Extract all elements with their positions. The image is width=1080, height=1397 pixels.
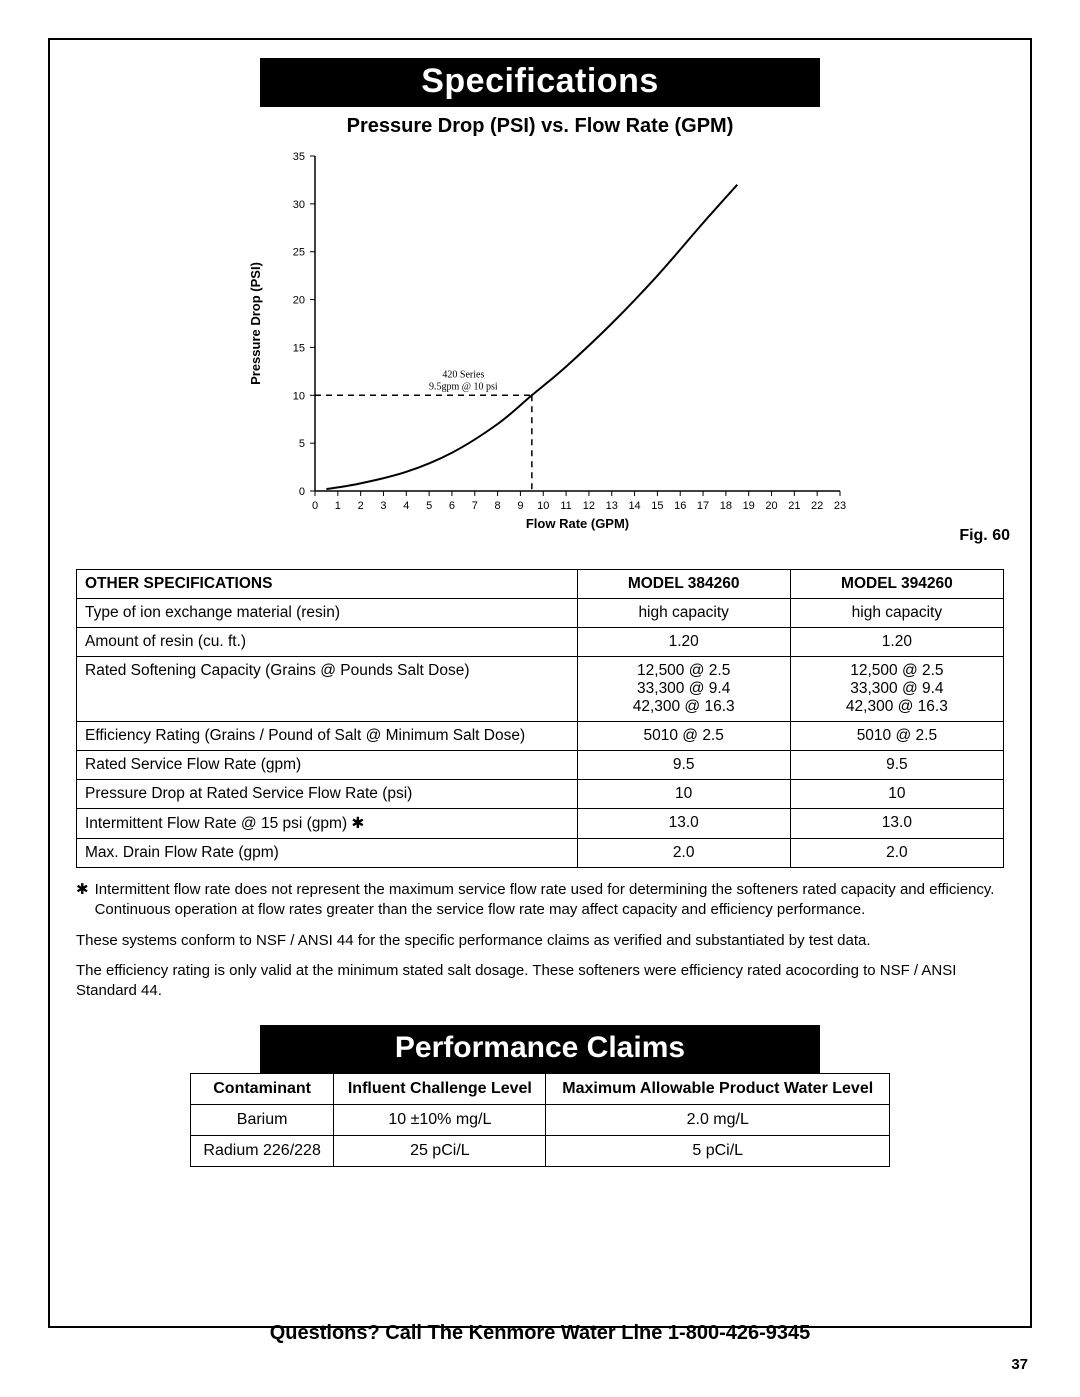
svg-text:15: 15	[651, 500, 663, 512]
spec-row-label: Efficiency Rating (Grains / Pound of Sal…	[77, 722, 578, 751]
footnote-star: ✱ Intermittent flow rate does not repres…	[76, 880, 1004, 921]
svg-text:11: 11	[560, 500, 571, 512]
svg-text:22: 22	[811, 500, 823, 512]
table-row: Efficiency Rating (Grains / Pound of Sal…	[77, 722, 1004, 751]
figure-label: Fig. 60	[959, 527, 1010, 545]
perf-cell: 2.0 mg/L	[546, 1105, 890, 1136]
spec-row-label: Rated Softening Capacity (Grains @ Pound…	[77, 657, 578, 722]
table-row: Rated Softening Capacity (Grains @ Pound…	[77, 657, 1004, 722]
table-row: Intermittent Flow Rate @ 15 psi (gpm) ✱1…	[77, 809, 1004, 839]
svg-text:6: 6	[449, 500, 455, 512]
chart-title: Pressure Drop (PSI) vs. Flow Rate (GPM)	[76, 115, 1004, 138]
table-row: Type of ion exchange material (resin)hig…	[77, 599, 1004, 628]
svg-text:8: 8	[495, 500, 501, 512]
svg-text:12: 12	[583, 500, 595, 512]
table-row: Max. Drain Flow Rate (gpm)2.02.0	[77, 839, 1004, 868]
performance-table: Contaminant Influent Challenge Level Max…	[190, 1073, 890, 1167]
svg-text:18: 18	[720, 500, 732, 512]
spec-row-label: Type of ion exchange material (resin)	[77, 599, 578, 628]
svg-text:5: 5	[426, 500, 432, 512]
svg-text:13: 13	[606, 500, 618, 512]
spec-row-model1: 5010 @ 2.5	[577, 722, 790, 751]
footnote-1: Intermittent flow rate does not represen…	[95, 880, 1004, 921]
svg-text:0: 0	[312, 500, 318, 512]
table-row: Amount of resin (cu. ft.)1.201.20	[77, 628, 1004, 657]
spec-row-label: Amount of resin (cu. ft.)	[77, 628, 578, 657]
svg-text:14: 14	[628, 500, 640, 512]
svg-text:16: 16	[674, 500, 686, 512]
perf-header-max: Maximum Allowable Product Water Level	[546, 1074, 890, 1105]
table-row: Rated Service Flow Rate (gpm)9.59.5	[77, 751, 1004, 780]
svg-text:23: 23	[834, 500, 846, 512]
pressure-flow-chart: 0510152025303501234567891011121314151617…	[220, 146, 860, 551]
svg-text:Pressure Drop (PSI): Pressure Drop (PSI)	[248, 262, 263, 385]
spec-row-model1: 13.0	[577, 809, 790, 839]
spec-row-model2: high capacity	[790, 599, 1003, 628]
spec-row-model2: 13.0	[790, 809, 1003, 839]
spec-header-label: OTHER SPECIFICATIONS	[77, 570, 578, 599]
perf-cell: Barium	[191, 1105, 334, 1136]
star-icon: ✱	[76, 880, 89, 921]
spec-row-model2: 10	[790, 780, 1003, 809]
svg-text:30: 30	[293, 199, 305, 211]
svg-text:2: 2	[358, 500, 364, 512]
svg-text:20: 20	[765, 500, 777, 512]
svg-text:9: 9	[517, 500, 523, 512]
spec-row-model2: 1.20	[790, 628, 1003, 657]
spec-row-model2: 5010 @ 2.5	[790, 722, 1003, 751]
spec-row-label: Max. Drain Flow Rate (gpm)	[77, 839, 578, 868]
svg-text:21: 21	[788, 500, 800, 512]
svg-text:19: 19	[743, 500, 755, 512]
table-row: Barium10 ±10% mg/L2.0 mg/L	[191, 1105, 890, 1136]
spec-row-model1: 1.20	[577, 628, 790, 657]
spec-row-label: Pressure Drop at Rated Service Flow Rate…	[77, 780, 578, 809]
spec-row-model1: 9.5	[577, 751, 790, 780]
spec-row-label: Intermittent Flow Rate @ 15 psi (gpm) ✱	[77, 809, 578, 839]
spec-table-header-row: OTHER SPECIFICATIONS MODEL 384260 MODEL …	[77, 570, 1004, 599]
svg-text:10: 10	[537, 500, 549, 512]
spec-row-model1: high capacity	[577, 599, 790, 628]
svg-text:Flow Rate (GPM): Flow Rate (GPM)	[526, 516, 629, 531]
footnote-2: These systems conform to NSF / ANSI 44 f…	[76, 931, 1004, 951]
spec-header-model2: MODEL 394260	[790, 570, 1003, 599]
specifications-banner: Specifications	[260, 58, 820, 107]
perf-header-influent: Influent Challenge Level	[334, 1074, 546, 1105]
footnote-3: The efficiency rating is only valid at t…	[76, 961, 1004, 1002]
perf-cell: 25 pCi/L	[334, 1136, 546, 1167]
spec-row-model1: 2.0	[577, 839, 790, 868]
page-number: 37	[1011, 1356, 1028, 1373]
svg-text:5: 5	[299, 438, 305, 450]
svg-text:3: 3	[380, 500, 386, 512]
spec-row-label: Rated Service Flow Rate (gpm)	[77, 751, 578, 780]
perf-cell: 5 pCi/L	[546, 1136, 890, 1167]
spec-row-model2: 9.5	[790, 751, 1003, 780]
perf-cell: Radium 226/228	[191, 1136, 334, 1167]
table-row: Pressure Drop at Rated Service Flow Rate…	[77, 780, 1004, 809]
spec-header-model1: MODEL 384260	[577, 570, 790, 599]
perf-cell: 10 ±10% mg/L	[334, 1105, 546, 1136]
svg-text:4: 4	[403, 500, 409, 512]
perf-header-row: Contaminant Influent Challenge Level Max…	[191, 1074, 890, 1105]
spec-row-model2: 12,500 @ 2.533,300 @ 9.442,300 @ 16.3	[790, 657, 1003, 722]
chart-svg: 0510152025303501234567891011121314151617…	[220, 146, 860, 546]
specifications-table: OTHER SPECIFICATIONS MODEL 384260 MODEL …	[76, 569, 1004, 868]
spec-row-model1: 10	[577, 780, 790, 809]
spec-row-model2: 2.0	[790, 839, 1003, 868]
svg-text:17: 17	[697, 500, 709, 512]
table-row: Radium 226/22825 pCi/L5 pCi/L	[191, 1136, 890, 1167]
spec-row-model1: 12,500 @ 2.533,300 @ 9.442,300 @ 16.3	[577, 657, 790, 722]
svg-text:420 Series: 420 Series	[442, 369, 484, 380]
svg-text:0: 0	[299, 486, 305, 498]
footer-question-line: Questions? Call The Kenmore Water Line 1…	[0, 1322, 1080, 1345]
performance-banner: Performance Claims	[260, 1025, 820, 1073]
svg-text:1: 1	[335, 500, 341, 512]
svg-text:15: 15	[293, 342, 305, 354]
svg-text:35: 35	[293, 151, 305, 163]
svg-text:10: 10	[293, 390, 305, 402]
svg-text:20: 20	[293, 295, 305, 307]
svg-text:9.5gpm @ 10 psi: 9.5gpm @ 10 psi	[429, 381, 498, 392]
svg-text:25: 25	[293, 247, 305, 259]
perf-header-contaminant: Contaminant	[191, 1074, 334, 1105]
svg-text:7: 7	[472, 500, 478, 512]
